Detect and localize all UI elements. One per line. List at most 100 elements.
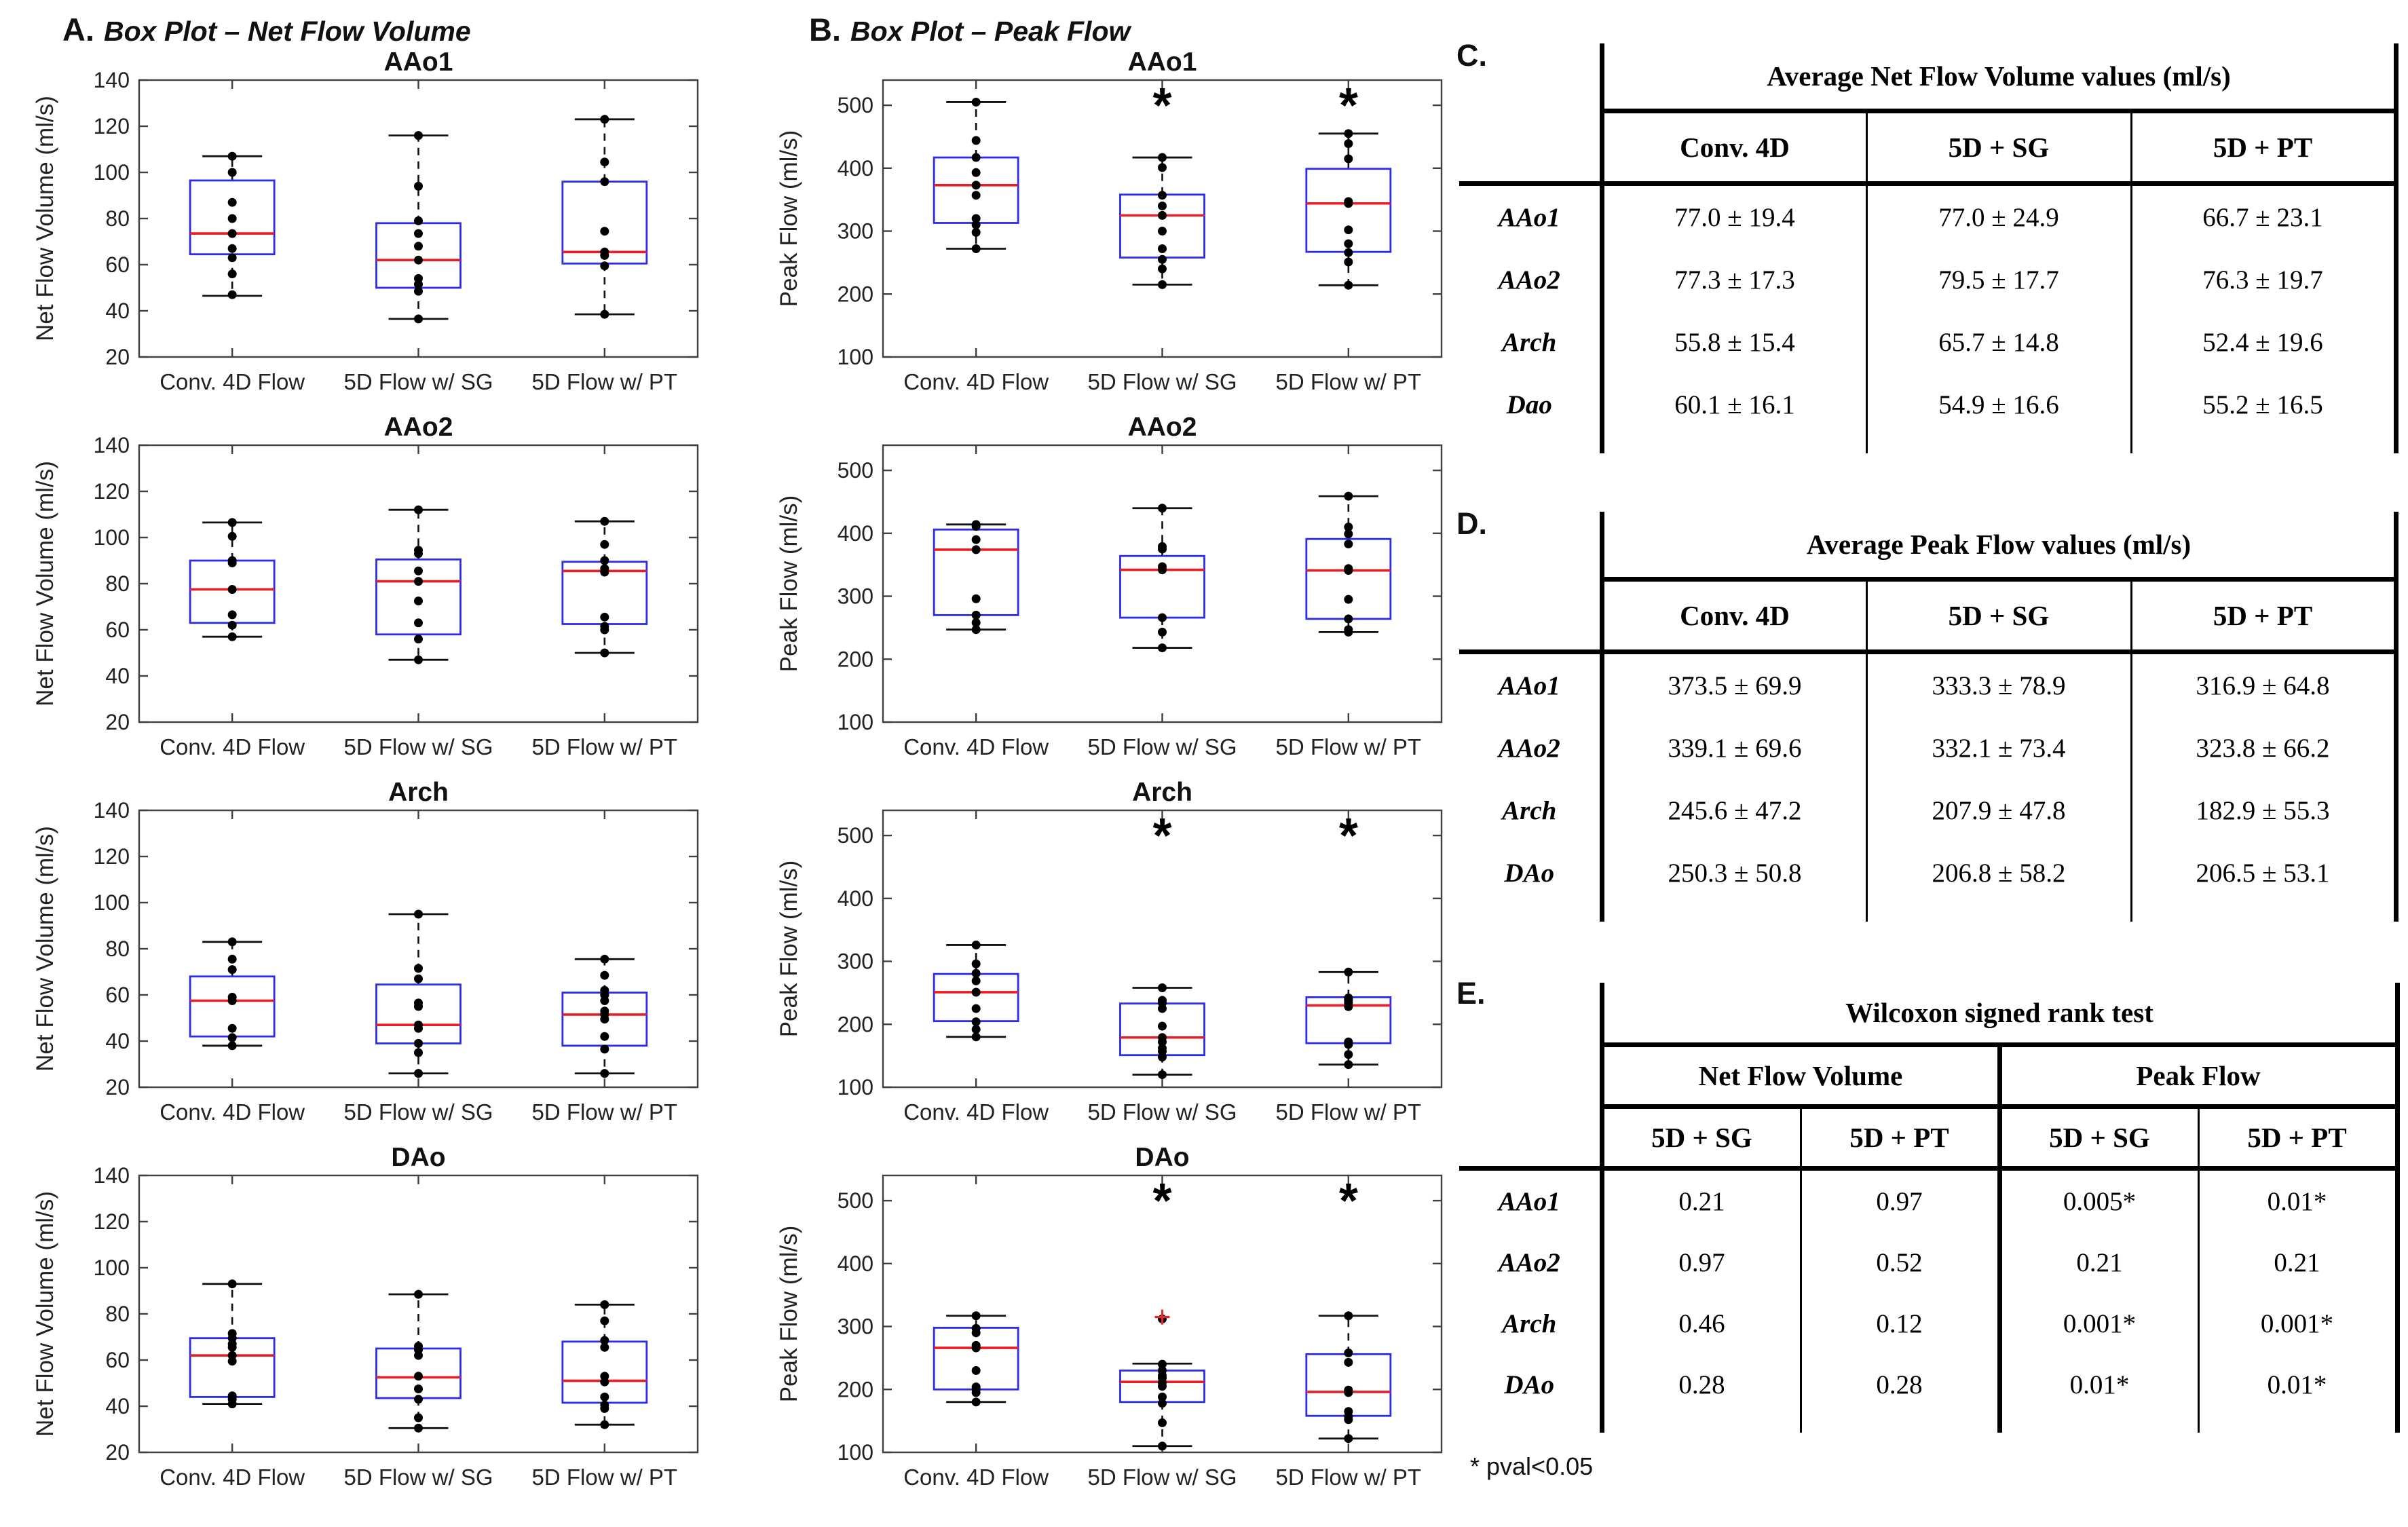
cell-value: 339.1 ± 69.6 — [1668, 733, 1802, 763]
column-header: Conv. 4D — [1602, 111, 1866, 186]
svg-text:5D Flow w/ PT: 5D Flow w/ PT — [532, 1465, 678, 1490]
column-header: 5D + SG — [1865, 111, 2131, 186]
cell-value: 77.0 ± 24.9 — [1865, 183, 2131, 248]
group-header: Net Flow Volume — [1602, 1044, 1999, 1109]
svg-text:80: 80 — [105, 937, 130, 961]
svg-text:120: 120 — [94, 844, 130, 869]
table-row: AAo1 0.21 0.97 0.005* 0.01* — [1459, 1168, 2400, 1232]
svg-text:100: 100 — [94, 160, 130, 185]
svg-text:5D Flow w/ SG: 5D Flow w/ SG — [343, 369, 493, 394]
svg-text:Conv. 4D Flow: Conv. 4D Flow — [159, 369, 305, 394]
table-corner — [1459, 111, 1604, 186]
cell-value: 0.28 — [1799, 1354, 1999, 1415]
pval-footnote: * pval<0.05 — [1470, 1452, 1594, 1480]
column-header: 5D + PT — [2130, 579, 2398, 654]
svg-text:*: * — [1152, 1174, 1171, 1228]
cell-value: 250.3 ± 50.8 — [1668, 858, 1802, 888]
boxplot-peakflow-arch: Arch Peak Flow (ml/s) 100 200 300 400 500 Conv.… — [771, 776, 1456, 1140]
boxplot-netflow-arch: Arch Net Flow Volume (ml/s) 20 40 60 80 100 120… — [27, 776, 713, 1140]
panel-b-label: B. Box Plot – Peak Flow — [809, 11, 1130, 48]
svg-text:40: 40 — [105, 664, 130, 688]
column-header: 5D + PT — [1799, 1106, 1999, 1171]
svg-text:Conv. 4D Flow: Conv. 4D Flow — [903, 369, 1049, 394]
svg-text:5D Flow w/ SG: 5D Flow w/ SG — [1087, 734, 1237, 759]
table-corner — [1459, 1106, 1604, 1171]
table-title: Average Net Flow Volume values (ml/s) — [1602, 43, 2398, 113]
svg-text:Net Flow Volume (ml/s): Net Flow Volume (ml/s) — [32, 461, 58, 706]
svg-text:60: 60 — [105, 1348, 130, 1372]
svg-text:20: 20 — [105, 1075, 130, 1099]
svg-text:200: 200 — [838, 1012, 873, 1036]
cell-value: 0.001* — [2197, 1293, 2400, 1354]
svg-text:*: * — [1339, 79, 1358, 133]
table-title: Average Peak Flow values (ml/s) — [1602, 512, 2398, 582]
svg-text:120: 120 — [94, 114, 130, 138]
cell-value: 316.9 ± 64.8 — [2130, 652, 2398, 717]
boxplot-svg: AAo1 Peak Flow (ml/s) 100 200 300 400 500 Conv.… — [776, 48, 1443, 394]
cell-value: 60.1 ± 16.1 — [1674, 390, 1795, 419]
svg-text:60: 60 — [105, 252, 130, 277]
row-label: AAo2 — [1459, 717, 1604, 779]
svg-text:80: 80 — [105, 1302, 130, 1326]
cell-value: 206.5 ± 53.1 — [2130, 842, 2398, 904]
svg-text:200: 200 — [838, 282, 873, 306]
row-label: AAo1 — [1459, 183, 1604, 248]
svg-text:100: 100 — [94, 1256, 130, 1280]
column-header: 5D + SG — [1602, 1106, 1801, 1171]
table-row: AAo2 77.3 ± 17.3 79.5 ± 17.7 76.3 ± 19.7 — [1459, 248, 2398, 311]
boxplot-peakflow-dao: DAo Peak Flow (ml/s) 100 200 300 400 500 Conv. … — [771, 1142, 1456, 1505]
boxplot-peakflow-aao1: AAo1 Peak Flow (ml/s) 100 200 300 400 500 Conv.… — [771, 46, 1456, 410]
cell-value: 373.5 ± 69.9 — [1668, 671, 1802, 700]
cell-value: 207.9 ± 47.8 — [1865, 779, 2131, 842]
boxplot-svg: DAo Net Flow Volume (ml/s) 20 40 60 80 100 120 1… — [32, 1143, 699, 1490]
table-tail — [1459, 436, 2398, 453]
svg-text:100: 100 — [94, 525, 130, 550]
cell-value: 55.2 ± 16.5 — [2130, 373, 2398, 436]
svg-text:AAo1: AAo1 — [1128, 48, 1197, 77]
boxplot-netflow-aao1: AAo1 Net Flow Volume (ml/s) 20 40 60 80 100 120… — [27, 46, 713, 410]
svg-text:20: 20 — [105, 1440, 130, 1465]
row-label: Arch — [1459, 1293, 1604, 1354]
svg-text:Peak Flow (ml/s): Peak Flow (ml/s) — [776, 130, 802, 307]
svg-text:200: 200 — [838, 1377, 873, 1401]
panel-a-title: Box Plot – Net Flow Volume — [104, 16, 471, 47]
table-row: DAo 0.28 0.28 0.01* 0.01* — [1459, 1354, 2400, 1415]
svg-text:400: 400 — [838, 156, 873, 181]
svg-text:5D Flow w/ SG: 5D Flow w/ SG — [343, 1465, 493, 1490]
row-label: Dao — [1459, 373, 1604, 436]
table-row: AAo2 0.97 0.52 0.21 0.21 — [1459, 1232, 2400, 1293]
cell-value: 55.8 ± 15.4 — [1674, 327, 1795, 357]
svg-text:80: 80 — [105, 206, 130, 231]
svg-text:Conv. 4D Flow: Conv. 4D Flow — [159, 1099, 305, 1125]
svg-text:5D Flow w/ PT: 5D Flow w/ PT — [1276, 369, 1422, 394]
svg-text:140: 140 — [94, 1163, 130, 1188]
table-corner — [1459, 983, 1604, 1045]
svg-text:20: 20 — [105, 345, 130, 369]
table-corner — [1459, 1044, 1604, 1107]
table-tail — [1459, 904, 2398, 922]
cell-value: 0.21 — [2197, 1232, 2400, 1293]
cell-value: 0.21 — [1997, 1232, 2198, 1293]
svg-text:5D Flow w/ SG: 5D Flow w/ SG — [1087, 369, 1237, 394]
cell-value: 0.01* — [2197, 1354, 2400, 1415]
svg-text:Net Flow Volume (ml/s): Net Flow Volume (ml/s) — [32, 826, 58, 1072]
svg-text:Conv. 4D Flow: Conv. 4D Flow — [159, 1465, 305, 1490]
svg-text:500: 500 — [838, 458, 873, 483]
svg-text:60: 60 — [105, 983, 130, 1007]
svg-text:5D Flow w/ SG: 5D Flow w/ SG — [1087, 1465, 1237, 1490]
table-avg-peak-flow: Average Peak Flow values (ml/s) Conv. 4D… — [1459, 512, 2398, 922]
svg-text:60: 60 — [105, 618, 130, 642]
svg-text:*: * — [1339, 809, 1358, 863]
svg-text:Conv. 4D Flow: Conv. 4D Flow — [903, 734, 1049, 759]
svg-text:5D Flow w/ PT: 5D Flow w/ PT — [1276, 734, 1422, 759]
table-row: DAo 250.3 ± 50.8 206.8 ± 58.2 206.5 ± 53… — [1459, 842, 2398, 904]
row-label: AAo1 — [1459, 652, 1604, 717]
row-label: DAo — [1459, 1354, 1604, 1415]
svg-text:AAo2: AAo2 — [1128, 413, 1197, 442]
row-label: Arch — [1459, 779, 1604, 842]
svg-text:400: 400 — [838, 521, 873, 546]
row-label: Arch — [1459, 311, 1604, 373]
panel-a-label: A. Box Plot – Net Flow Volume — [62, 11, 471, 48]
cell-value: 0.001* — [1997, 1293, 2198, 1354]
